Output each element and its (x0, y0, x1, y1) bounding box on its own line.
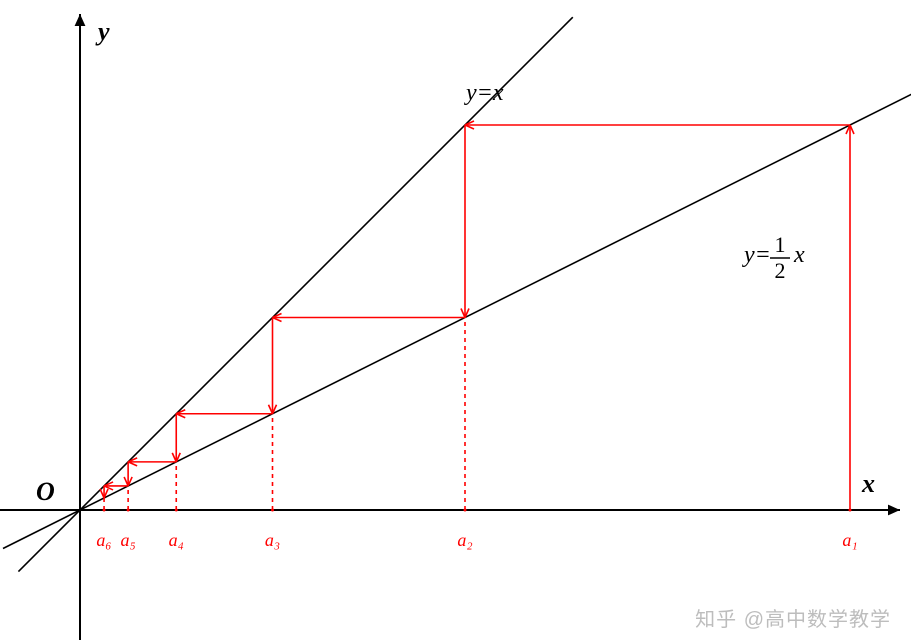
watermark: 知乎 @高中数学教学 (695, 603, 891, 632)
svg-text:O: O (36, 477, 55, 506)
svg-text:x: x (793, 242, 805, 268)
svg-text:a₆: a₆ (96, 530, 111, 550)
svg-text:y: y (95, 17, 110, 46)
svg-text:a₅: a₅ (120, 530, 135, 550)
svg-text:2: 2 (775, 258, 786, 283)
svg-text:a₄: a₄ (169, 530, 184, 550)
svg-text:x: x (861, 469, 875, 498)
svg-text:y=: y= (742, 242, 771, 268)
svg-text:a₂: a₂ (457, 530, 472, 550)
cobweb-diagram: a₁a₂a₃a₄a₅a₆xyOy=xy=12x (0, 0, 911, 644)
svg-text:a₃: a₃ (265, 530, 280, 550)
svg-text:y=x: y=x (464, 80, 504, 106)
svg-text:1: 1 (775, 232, 786, 257)
svg-text:a₁: a₁ (842, 530, 857, 550)
